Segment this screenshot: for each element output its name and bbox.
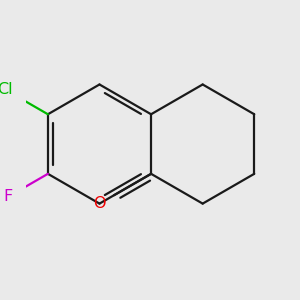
Text: O: O xyxy=(93,196,106,211)
Text: Cl: Cl xyxy=(0,82,12,97)
Text: F: F xyxy=(4,189,13,204)
